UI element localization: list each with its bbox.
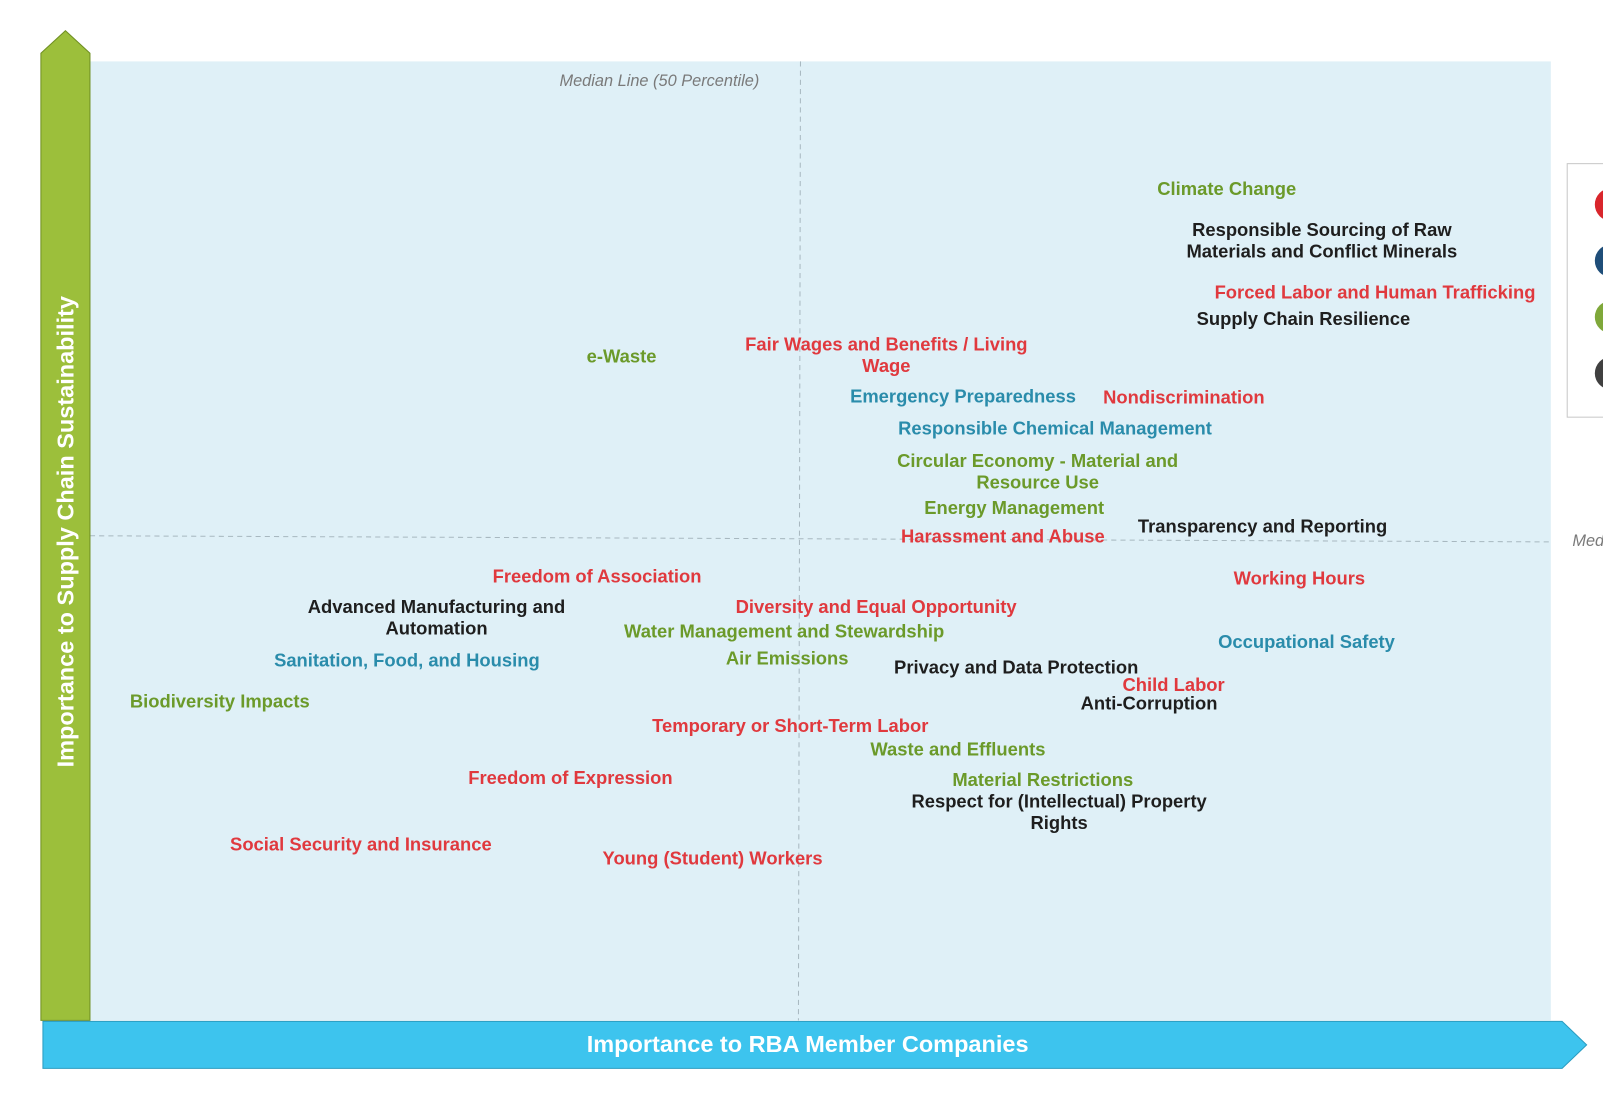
topic-label: Temporary or Short-Term Labor	[652, 715, 928, 736]
topic-label: Privacy and Data Protection	[894, 657, 1138, 678]
matrix-background	[89, 61, 1551, 1021]
topic-label: Resource Use	[976, 471, 1099, 492]
topic-label: Freedom of Association	[493, 566, 702, 587]
topic-label: Climate Change	[1157, 178, 1296, 199]
topics: Climate Change Responsible Sourcing of Ra…	[130, 178, 1536, 869]
x-axis-label: Importance to RBA Member Companies	[587, 1031, 1029, 1057]
topic-label: Biodiversity Impacts	[130, 690, 310, 711]
legend-marker	[1594, 246, 1603, 275]
topic-label: Respect for (Intellectual) Property	[911, 790, 1207, 811]
topic-label: Young (Student) Workers	[603, 848, 823, 869]
topic-label: Advanced Manufacturing and	[308, 596, 566, 617]
topic-label: e-Waste	[587, 346, 657, 367]
topic-label: Supply Chain Resilience	[1197, 308, 1411, 329]
y-axis-label: Importance to Supply Chain Sustainabilit…	[53, 296, 79, 767]
topic-label: Forced Labor and Human Trafficking	[1215, 281, 1536, 302]
topic-label: Fair Wages and Benefits / Living	[745, 333, 1027, 354]
topic-label: Rights	[1031, 812, 1088, 833]
median-label-right: Median Line (50 Percentile)	[1572, 532, 1603, 550]
topic-label: Responsible Chemical Management	[898, 417, 1212, 438]
topic-label: Circular Economy - Material and	[897, 450, 1178, 471]
legend-marker	[1594, 302, 1603, 332]
topic-label: Child Labor	[1123, 674, 1225, 695]
topic-label: Emergency Preparedness	[850, 386, 1076, 407]
legend-marker	[1594, 190, 1603, 219]
topic-label: Working Hours	[1234, 568, 1365, 589]
legend-marker	[1594, 359, 1603, 388]
median-label: Median Line (50 Percentile)	[559, 72, 759, 90]
vertical-median-line	[797, 61, 801, 1021]
topic-label: Occupational Safety	[1218, 631, 1396, 652]
x-axis-arrow	[42, 1020, 1588, 1069]
topic-label: Anti-Corruption	[1081, 692, 1218, 713]
topic-label: Nondiscrimination	[1103, 387, 1264, 408]
topic-label: Material Restrictions	[952, 769, 1133, 790]
topic-label: Waste and Effluents	[870, 738, 1045, 759]
topic-label: Sanitation, Food, and Housing	[274, 649, 540, 670]
topic-label: Freedom of Expression	[468, 767, 672, 788]
topic-label: Energy Management	[924, 497, 1104, 518]
topic-label: Diversity and Equal Opportunity	[736, 596, 1018, 617]
topic-label: Social Security and Insurance	[230, 833, 492, 854]
topic-label: Harassment and Abuse	[901, 526, 1105, 547]
topic-label: Air Emissions	[726, 647, 849, 668]
topic-label: Wage	[862, 355, 910, 376]
legend	[1566, 163, 1603, 418]
topic-label: Water Management and Stewardship	[624, 621, 944, 642]
y-axis-arrow	[40, 30, 91, 1021]
topic-label: Responsible Sourcing of Raw	[1192, 219, 1452, 240]
horizontal-median-line	[89, 535, 1551, 543]
topic-label: Materials and Conflict Minerals	[1186, 240, 1457, 261]
topic-label: Transparency and Reporting	[1138, 515, 1387, 536]
topic-label: Automation	[385, 618, 487, 639]
